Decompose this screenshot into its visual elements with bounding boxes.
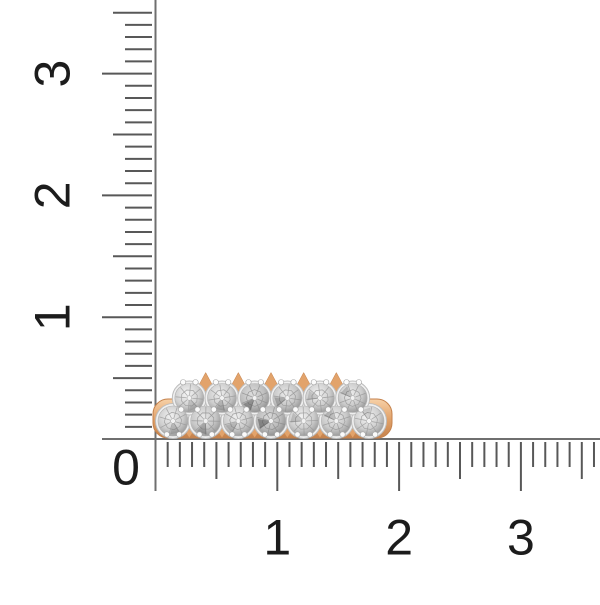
horizontal-ruler-label-1cm: 1 bbox=[263, 510, 291, 566]
ring-prong-bead bbox=[293, 407, 298, 412]
ring-prong-bead bbox=[276, 407, 281, 412]
ring-prong-bead bbox=[177, 432, 182, 437]
ring-prong-bead bbox=[307, 432, 312, 437]
ring-prong-bead bbox=[311, 380, 316, 385]
ring-prong-bead bbox=[327, 432, 332, 437]
ring-prong-bead bbox=[193, 380, 198, 385]
ring-stone-culet bbox=[367, 419, 372, 424]
ring-prong-bead bbox=[275, 432, 280, 437]
ring-stone-culet bbox=[269, 419, 274, 424]
ring-stone-culet bbox=[252, 396, 257, 401]
ring-stone-culet bbox=[318, 396, 323, 401]
ring-prong-bead bbox=[246, 380, 251, 385]
ring-prong-bead bbox=[258, 380, 263, 385]
vertical-ruler-label-1cm: 1 bbox=[25, 303, 81, 331]
ring-prong-bead bbox=[262, 432, 267, 437]
ring-prong-bead bbox=[291, 380, 296, 385]
ring-prong-bead bbox=[356, 380, 361, 385]
ring-prong-bead bbox=[295, 432, 300, 437]
horizontal-ruler-label-3cm: 3 bbox=[507, 510, 535, 566]
ring-stone-culet bbox=[203, 419, 208, 424]
ring-prong-bead bbox=[244, 407, 249, 412]
ring-prong-bead bbox=[360, 432, 365, 437]
ring-stone-culet bbox=[220, 396, 225, 401]
ring-stone-culet bbox=[301, 419, 306, 424]
vertical-ruler-label-3cm: 3 bbox=[25, 60, 81, 88]
vertical-ruler bbox=[102, 0, 156, 491]
ring-prong-bead bbox=[197, 432, 202, 437]
ring-prong-bead bbox=[242, 432, 247, 437]
ring-prong-bead bbox=[227, 407, 232, 412]
ring-prong-bead bbox=[211, 407, 216, 412]
ring-prong-bead bbox=[195, 407, 200, 412]
ring-prong-bead bbox=[213, 380, 218, 385]
diamond-ring-photo bbox=[153, 373, 392, 439]
ring-stone-culet bbox=[236, 419, 241, 424]
ring-prong-bead bbox=[358, 407, 363, 412]
ring-stone-culet bbox=[334, 419, 339, 424]
ring-prong-bead bbox=[225, 380, 230, 385]
ring-prong-bead bbox=[340, 432, 345, 437]
horizontal-ruler-label-2cm: 2 bbox=[385, 510, 413, 566]
ring-prong-bead bbox=[309, 407, 314, 412]
ring-prong-bead bbox=[164, 432, 169, 437]
ring-prong-bead bbox=[278, 380, 283, 385]
ring-prong-bead bbox=[229, 432, 234, 437]
ring-stone-culet bbox=[187, 396, 192, 401]
ring-prong-bead bbox=[325, 407, 330, 412]
ring-prong-bead bbox=[180, 380, 185, 385]
ring-prong-bead bbox=[209, 432, 214, 437]
ring-stone-culet bbox=[285, 396, 290, 401]
ring-stone-culet bbox=[350, 396, 355, 401]
ring-prong-bead bbox=[260, 407, 265, 412]
horizontal-ruler bbox=[102, 439, 600, 491]
ruler-corner-label-0: 0 bbox=[112, 440, 140, 496]
ring-prong-bead bbox=[344, 380, 349, 385]
vertical-ruler-label-2cm: 2 bbox=[25, 181, 81, 209]
ring-prong-bead bbox=[323, 380, 328, 385]
ring-prong-bead bbox=[342, 407, 347, 412]
ring-prong-bead bbox=[178, 407, 183, 412]
ring-prong-bead bbox=[373, 432, 378, 437]
ring-stone-culet bbox=[171, 419, 176, 424]
